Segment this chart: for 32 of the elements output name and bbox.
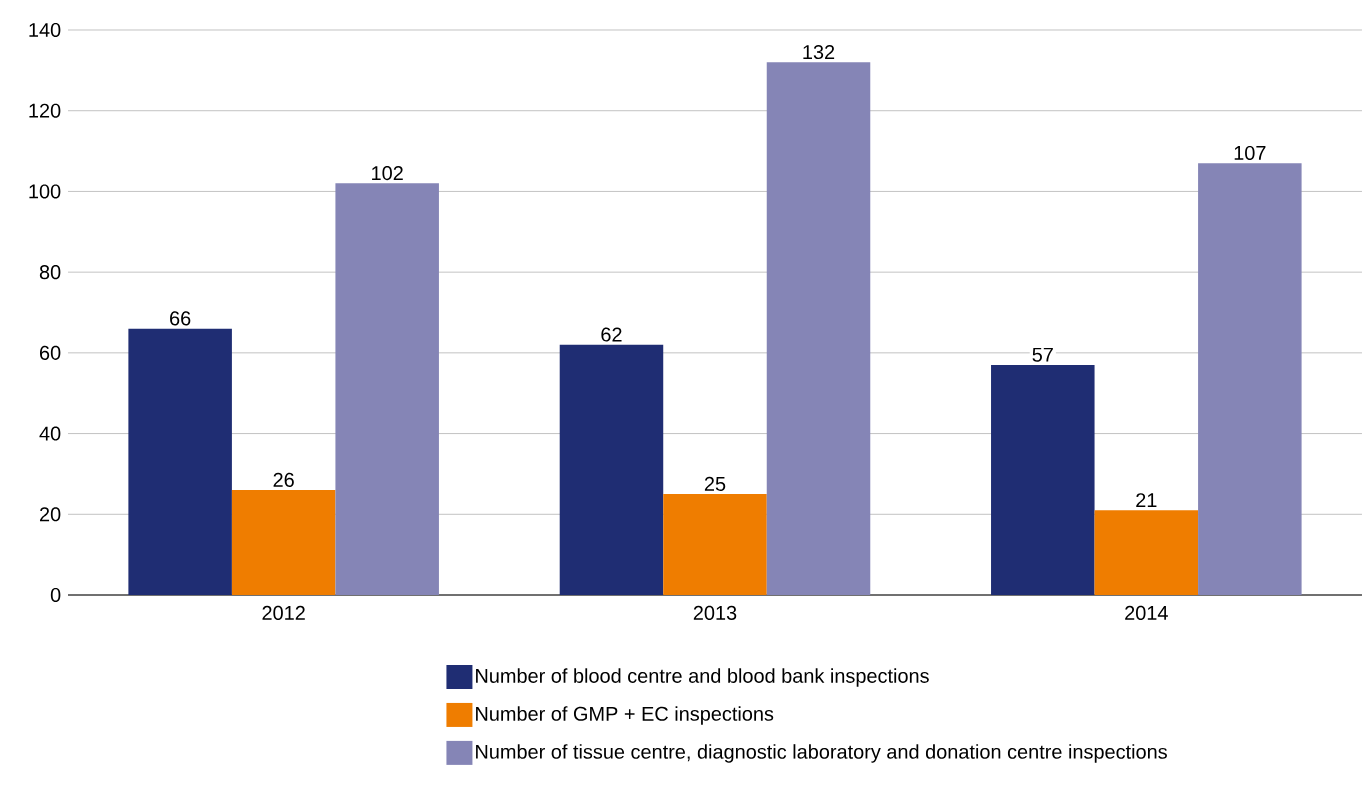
data-label: 26 — [273, 472, 294, 487]
bar — [335, 183, 439, 595]
bar — [1094, 510, 1199, 595]
bar — [559, 344, 664, 595]
bar — [1198, 163, 1302, 595]
bar — [663, 494, 767, 595]
y-tick-label: 0 — [50, 587, 61, 603]
data-label: 62 — [601, 327, 622, 342]
y-tick-label: 140 — [29, 22, 61, 38]
y-tick-label: 100 — [29, 184, 61, 199]
data-label: 25 — [704, 476, 726, 491]
data-label: 57 — [1032, 347, 1053, 362]
y-tick-label: 80 — [39, 265, 61, 280]
data-label: 107 — [1234, 145, 1266, 160]
x-tick-label: 2013 — [693, 605, 737, 620]
data-label: 21 — [1136, 493, 1157, 508]
data-label: 66 — [170, 311, 191, 326]
bar — [766, 62, 871, 595]
legend-label: Number of GMP + EC inspections — [476, 706, 774, 725]
bar — [128, 328, 232, 595]
y-tick-label: 40 — [39, 426, 61, 441]
legend-label: Number of tissue centre, diagnostic laboratory and donation centre inspections — [476, 744, 1167, 763]
x-tick-label: 2012 — [262, 605, 305, 620]
y-tick-label: 20 — [40, 507, 61, 522]
bar — [991, 364, 1095, 595]
y-tick-label: 60 — [40, 345, 61, 360]
data-label: 102 — [372, 166, 403, 181]
legend-label: Number of blood centre and blood bank inspections — [476, 668, 929, 687]
data-label: 132 — [803, 44, 835, 60]
bar — [231, 490, 336, 595]
y-tick-label: 120 — [29, 103, 61, 118]
x-tick-label: 2014 — [1125, 605, 1168, 620]
